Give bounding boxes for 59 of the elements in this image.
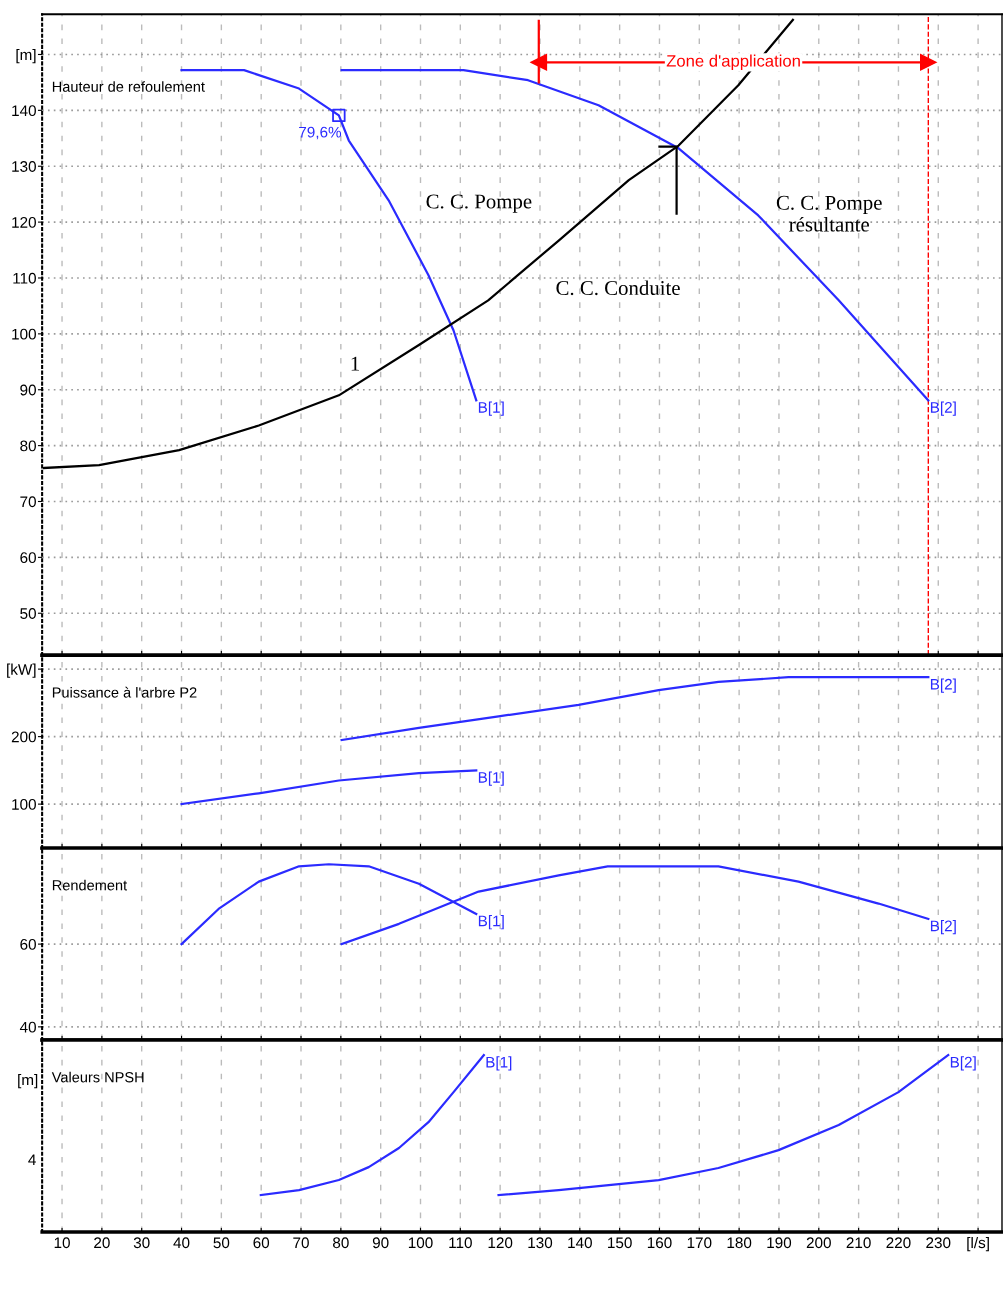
text: Valeurs NPSH xyxy=(51,1071,144,1083)
y-tick-label: 70 xyxy=(20,496,36,508)
text: Hauteur de refoulement xyxy=(52,81,205,92)
annotation: B[1] xyxy=(478,915,504,930)
annotation: B[2] xyxy=(930,401,956,416)
x-tick-label: 100 xyxy=(408,1237,433,1249)
annotation: B[2] xyxy=(930,678,956,693)
y-tick-label: 60 xyxy=(20,552,36,564)
x-tick-label: 10 xyxy=(54,1237,70,1249)
x-tick-label: 30 xyxy=(133,1237,150,1249)
x-tick-label: 200 xyxy=(806,1237,831,1249)
y-tick-label: [m] xyxy=(16,48,36,64)
y-tick-label: 130 xyxy=(12,161,36,172)
annotation: B[1] xyxy=(478,771,504,786)
y-tick-label: 40 xyxy=(19,1021,36,1033)
x-tick-label: 160 xyxy=(647,1237,672,1249)
x-tick-label: 120 xyxy=(488,1237,513,1249)
annotation: C. C. Pompe xyxy=(426,194,532,213)
x-tick-label: 90 xyxy=(372,1237,389,1249)
y-tick-label: 100 xyxy=(12,328,36,340)
annotation: Zone d'application xyxy=(666,54,800,71)
annotation: 1 xyxy=(351,356,359,371)
x-tick-label: 20 xyxy=(94,1237,110,1249)
annotation: C. C. Pompe résultante xyxy=(776,195,882,232)
x-tick-label: 220 xyxy=(886,1237,911,1249)
text: 4 xyxy=(28,1154,36,1165)
y-tick-label: 110 xyxy=(13,272,36,284)
x-tick-label: 190 xyxy=(767,1237,792,1249)
annotation: B[1] xyxy=(478,401,504,416)
x-tick-label: 230 xyxy=(926,1237,951,1249)
annotation: C. C. Conduite xyxy=(556,280,680,296)
y-tick-label: 120 xyxy=(12,216,36,228)
x-tick-label: [l/s] xyxy=(967,1236,989,1252)
x-tick-label: 210 xyxy=(846,1237,871,1249)
y-tick-label: 50 xyxy=(20,608,36,619)
y-tick-label: 140 xyxy=(12,105,36,117)
x-tick-label: 40 xyxy=(173,1237,190,1249)
x-tick-label: 110 xyxy=(449,1237,472,1249)
x-tick-label: 130 xyxy=(528,1237,553,1249)
annotation: B[2] xyxy=(930,920,956,935)
annotation: 79,6% xyxy=(299,126,342,140)
x-tick-label: 180 xyxy=(727,1237,752,1249)
y-tick-label: 60 xyxy=(20,938,36,950)
text: Rendement xyxy=(52,879,128,891)
annotation: B[2] xyxy=(950,1056,976,1071)
y-tick-label: [kW] xyxy=(7,663,36,678)
x-tick-label: 60 xyxy=(253,1237,270,1249)
y-tick-label: 200 xyxy=(11,731,36,743)
annotation: B[1] xyxy=(486,1056,512,1071)
text: Puissance à l'arbre P2 xyxy=(52,686,197,698)
x-tick-label: 80 xyxy=(333,1237,349,1249)
y-tick-label: 100 xyxy=(12,798,36,810)
x-tick-label: 150 xyxy=(608,1237,632,1249)
y-tick-label: 90 xyxy=(20,384,36,396)
x-tick-label: 70 xyxy=(293,1237,309,1249)
x-tick-label: 50 xyxy=(213,1237,230,1249)
x-tick-label: 170 xyxy=(687,1237,712,1249)
y-tick-label: 80 xyxy=(20,440,36,452)
x-tick-label: 140 xyxy=(568,1237,592,1249)
